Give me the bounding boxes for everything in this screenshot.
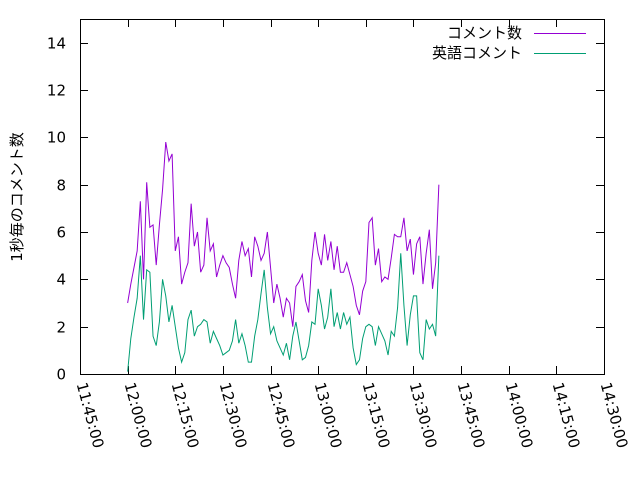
y-axis-label: 1秒毎のコメント数 [8, 132, 26, 262]
plot-frame [80, 19, 605, 375]
y-axis-ticks: 0 2 4 6 8 10 12 14 [47, 35, 604, 384]
x-tick-label: 12:00:00 [121, 380, 156, 450]
legend-label-1: コメント数 [447, 24, 522, 42]
y-tick-label: 4 [56, 271, 66, 289]
series-line-2 [127, 253, 440, 372]
x-tick-label: 13:15:00 [359, 380, 394, 450]
y-tick-label: 6 [56, 224, 66, 242]
x-tick-label: 13:00:00 [311, 380, 346, 450]
x-tick-label: 12:30:00 [216, 380, 251, 450]
x-tick-label: 14:15:00 [549, 380, 584, 450]
x-tick-label: 11:45:00 [73, 380, 108, 450]
x-tick-label: 14:30:00 [597, 380, 632, 450]
series-lines [127, 141, 440, 372]
x-tick-label: 13:30:00 [406, 380, 441, 450]
x-tick-label: 12:15:00 [168, 380, 203, 450]
x-axis-ticks: 11:45:00 12:00:00 12:15:00 12:30:00 12:45:00… [73, 19, 632, 450]
y-tick-label: 8 [56, 177, 66, 195]
y-tick-label: 2 [56, 319, 66, 337]
x-tick-label: 13:45:00 [454, 380, 489, 450]
y-tick-label: 14 [47, 35, 66, 53]
y-tick-label: 10 [47, 129, 66, 147]
series-line-1 [127, 141, 440, 327]
y-tick-label: 0 [56, 366, 66, 384]
x-tick-label: 12:45:00 [264, 380, 299, 450]
y-tick-label: 12 [47, 82, 66, 100]
legend-label-2: 英語コメント [432, 44, 522, 62]
x-tick-label: 14:00:00 [502, 380, 537, 450]
